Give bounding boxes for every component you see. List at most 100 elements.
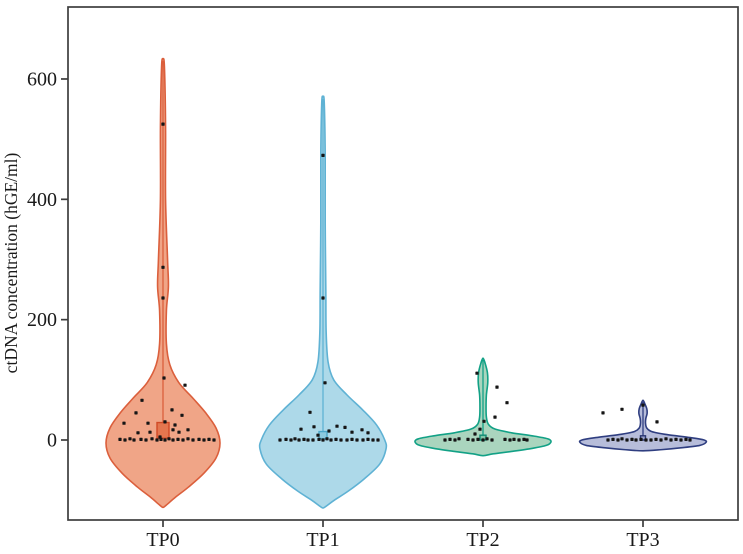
data-point bbox=[186, 428, 190, 432]
data-point bbox=[649, 438, 653, 442]
x-tick-label-tp3: TP3 bbox=[626, 529, 659, 551]
data-point bbox=[664, 437, 668, 441]
data-point bbox=[611, 437, 615, 441]
data-point bbox=[293, 437, 297, 441]
data-point bbox=[316, 433, 320, 437]
y-axis-title: ctDNA concentration (hGE/ml) bbox=[1, 153, 21, 374]
x-tick-label-tp0: TP0 bbox=[146, 529, 179, 551]
data-point bbox=[278, 438, 282, 442]
data-point bbox=[146, 421, 150, 425]
violin-tp1 bbox=[258, 95, 388, 509]
data-point bbox=[176, 437, 180, 441]
data-point bbox=[181, 438, 185, 442]
data-point bbox=[163, 438, 167, 442]
data-point bbox=[620, 437, 624, 441]
plot-frame bbox=[67, 6, 739, 521]
data-point bbox=[478, 427, 482, 431]
data-point bbox=[476, 437, 480, 441]
data-point bbox=[371, 438, 375, 442]
data-point bbox=[508, 438, 512, 442]
jitter-points-tp3 bbox=[601, 403, 692, 442]
y-tick-label: 0 bbox=[47, 430, 57, 452]
data-point bbox=[162, 376, 166, 380]
data-point bbox=[323, 381, 327, 385]
data-point bbox=[150, 437, 154, 441]
data-point bbox=[308, 410, 312, 414]
data-point bbox=[339, 438, 343, 442]
data-point bbox=[505, 401, 509, 405]
y-tick-label: 600 bbox=[27, 68, 57, 90]
data-point bbox=[144, 438, 148, 442]
y-tick-label: 400 bbox=[27, 189, 57, 211]
data-point bbox=[284, 437, 288, 441]
x-tick-label-tp2: TP2 bbox=[466, 529, 499, 551]
data-point bbox=[128, 437, 132, 441]
data-point bbox=[345, 438, 349, 442]
data-point bbox=[163, 420, 167, 424]
data-point bbox=[289, 438, 293, 442]
data-point bbox=[466, 437, 470, 441]
data-point bbox=[361, 438, 365, 442]
violin-tp3 bbox=[578, 399, 708, 452]
data-point bbox=[688, 438, 692, 442]
data-point bbox=[335, 424, 339, 428]
data-point bbox=[311, 438, 315, 442]
data-point bbox=[306, 438, 310, 442]
violin-tp2 bbox=[414, 357, 552, 457]
x-tick-label-tp1: TP1 bbox=[306, 529, 339, 551]
data-point bbox=[132, 438, 136, 442]
data-point bbox=[350, 437, 354, 441]
data-point bbox=[601, 411, 605, 415]
data-point bbox=[360, 428, 364, 432]
data-point bbox=[140, 398, 144, 402]
violin-tp0 bbox=[105, 57, 221, 509]
data-point bbox=[161, 122, 165, 126]
data-point bbox=[297, 438, 301, 442]
data-point bbox=[334, 437, 338, 441]
x-axis: TP0 TP1 TP2 TP3 bbox=[146, 520, 660, 551]
data-point bbox=[644, 438, 648, 442]
data-point bbox=[669, 438, 673, 442]
data-point bbox=[170, 408, 174, 412]
data-point bbox=[473, 432, 477, 436]
data-point bbox=[171, 438, 175, 442]
data-point bbox=[606, 438, 610, 442]
data-point bbox=[329, 438, 333, 442]
data-point bbox=[475, 371, 479, 375]
data-point bbox=[134, 411, 138, 415]
data-point bbox=[674, 437, 678, 441]
data-point bbox=[512, 437, 516, 441]
data-point bbox=[639, 437, 643, 441]
data-point bbox=[183, 383, 187, 387]
data-point bbox=[155, 438, 159, 442]
data-point bbox=[317, 437, 321, 441]
data-point bbox=[312, 425, 316, 429]
data-point bbox=[482, 419, 486, 423]
data-point bbox=[171, 428, 175, 432]
data-point bbox=[159, 437, 163, 441]
data-point bbox=[202, 438, 206, 442]
data-point bbox=[191, 438, 195, 442]
data-point bbox=[655, 420, 659, 424]
jitter-points-tp1 bbox=[278, 153, 380, 442]
data-point bbox=[343, 425, 347, 429]
data-point bbox=[321, 296, 325, 300]
data-point bbox=[327, 429, 331, 433]
data-point bbox=[299, 427, 303, 431]
data-point bbox=[118, 437, 122, 441]
data-point bbox=[490, 438, 494, 442]
jitter-points-tp0 bbox=[118, 122, 216, 442]
data-point bbox=[325, 437, 329, 441]
data-point bbox=[625, 438, 629, 442]
data-point bbox=[376, 438, 380, 442]
data-point bbox=[366, 431, 370, 435]
data-point bbox=[148, 430, 152, 434]
jitter-points-tp2 bbox=[443, 371, 529, 442]
y-axis: 0 200 400 600 bbox=[27, 68, 68, 452]
data-point bbox=[197, 437, 201, 441]
y-tick-label: 200 bbox=[27, 309, 57, 331]
data-point bbox=[485, 437, 489, 441]
data-point bbox=[453, 438, 457, 442]
